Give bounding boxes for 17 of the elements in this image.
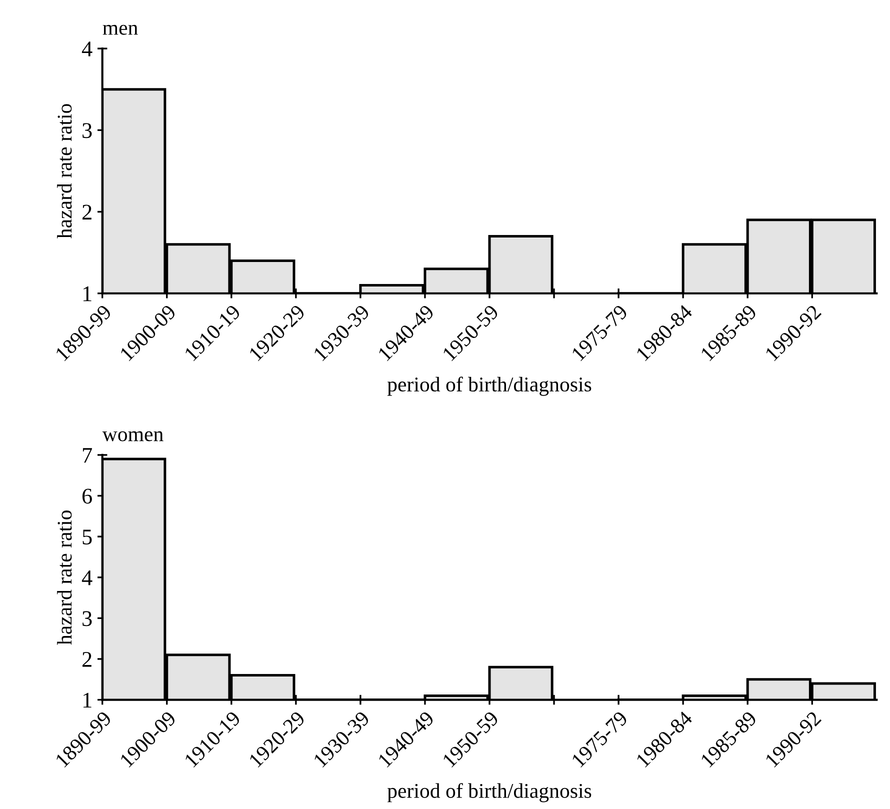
y-tick-label: 2 — [82, 652, 92, 667]
x-axis-title: period of birth/diagnosis — [387, 783, 592, 802]
y-tick-label: 3 — [82, 123, 92, 138]
x-axis-title: period of birth/diagnosis — [387, 376, 592, 396]
y-axis-title: hazard rate ratio — [57, 104, 72, 238]
y-tick-label: 3 — [82, 611, 92, 626]
y-tick-label: 6 — [82, 488, 92, 504]
y-tick-label: 2 — [82, 204, 92, 220]
chart-title: women — [102, 431, 164, 442]
y-tick-label: 5 — [82, 530, 92, 544]
y-tick-label: 4 — [82, 42, 92, 56]
y-tick-label: 1 — [83, 286, 92, 302]
y-tick-label: 1 — [83, 692, 92, 708]
y-tick-label: 4 — [82, 570, 92, 586]
y-axis-title: hazard rate ratio — [57, 510, 72, 645]
chart-title: men — [102, 24, 138, 35]
y-tick-label: 7 — [82, 448, 92, 463]
